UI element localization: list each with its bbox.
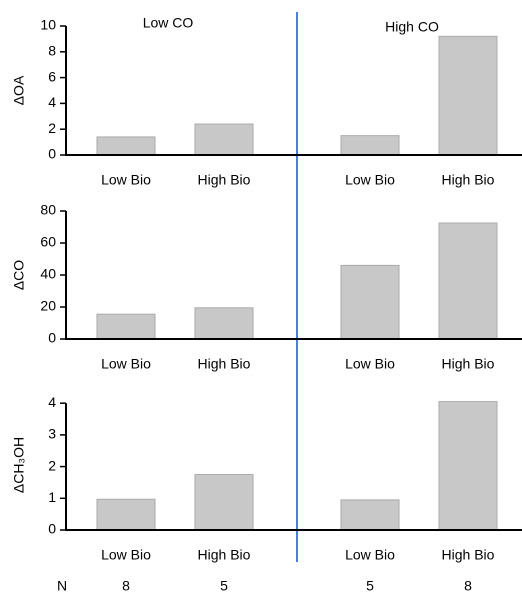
y-tick-label: 2 (48, 457, 56, 473)
bar (194, 307, 254, 340)
y-tick-label: 60 (40, 234, 56, 250)
y-tick-label: 0 (48, 146, 56, 162)
y-tick-label: 0 (48, 521, 56, 537)
x-tick-label: Low Bio (101, 172, 151, 188)
bar (438, 401, 498, 531)
bar (96, 313, 156, 340)
n-value: 5 (366, 578, 374, 594)
group-label: Low CO (143, 15, 194, 31)
x-tick-label: High Bio (442, 172, 495, 188)
y-tick-label: 4 (48, 94, 56, 110)
x-tick-label: High Bio (442, 356, 495, 372)
y-tick-label: 3 (48, 426, 56, 442)
y-tick-label: 6 (48, 68, 56, 84)
bar (438, 222, 498, 340)
x-tick-label: Low Bio (345, 356, 395, 372)
group-label: High CO (385, 19, 439, 35)
x-tick-label: High Bio (198, 356, 251, 372)
y-tick-label: 20 (40, 298, 56, 314)
n-value: 8 (464, 578, 472, 594)
x-tick-label: Low Bio (101, 547, 151, 563)
bar (194, 123, 254, 156)
y-axis-label: ΔCO (11, 260, 27, 290)
n-label: N (57, 578, 67, 594)
x-tick-label: High Bio (198, 547, 251, 563)
y-tick-label: 80 (40, 202, 56, 218)
x-tick-label: Low Bio (101, 356, 151, 372)
x-tick-label: Low Bio (345, 172, 395, 188)
y-tick-label: 8 (48, 43, 56, 59)
y-tick-label: 2 (48, 120, 56, 136)
y-tick-label: 4 (48, 394, 56, 410)
bar (340, 264, 400, 340)
bar (438, 35, 498, 156)
y-tick-label: 10 (40, 17, 56, 33)
bar (194, 474, 254, 531)
n-value: 5 (220, 578, 228, 594)
y-tick-label: 40 (40, 266, 56, 282)
bar (340, 499, 400, 531)
x-tick-label: Low Bio (345, 547, 395, 563)
bar (96, 498, 156, 531)
x-tick-label: High Bio (198, 172, 251, 188)
x-tick-label: High Bio (442, 547, 495, 563)
y-tick-label: 0 (48, 330, 56, 346)
y-tick-label: 1 (48, 489, 56, 505)
bar (96, 136, 156, 156)
y-axis-label: ΔOA (11, 75, 27, 105)
n-value: 8 (122, 578, 130, 594)
bar (340, 135, 400, 156)
y-axis-label: ΔCH₃OH (11, 437, 27, 493)
